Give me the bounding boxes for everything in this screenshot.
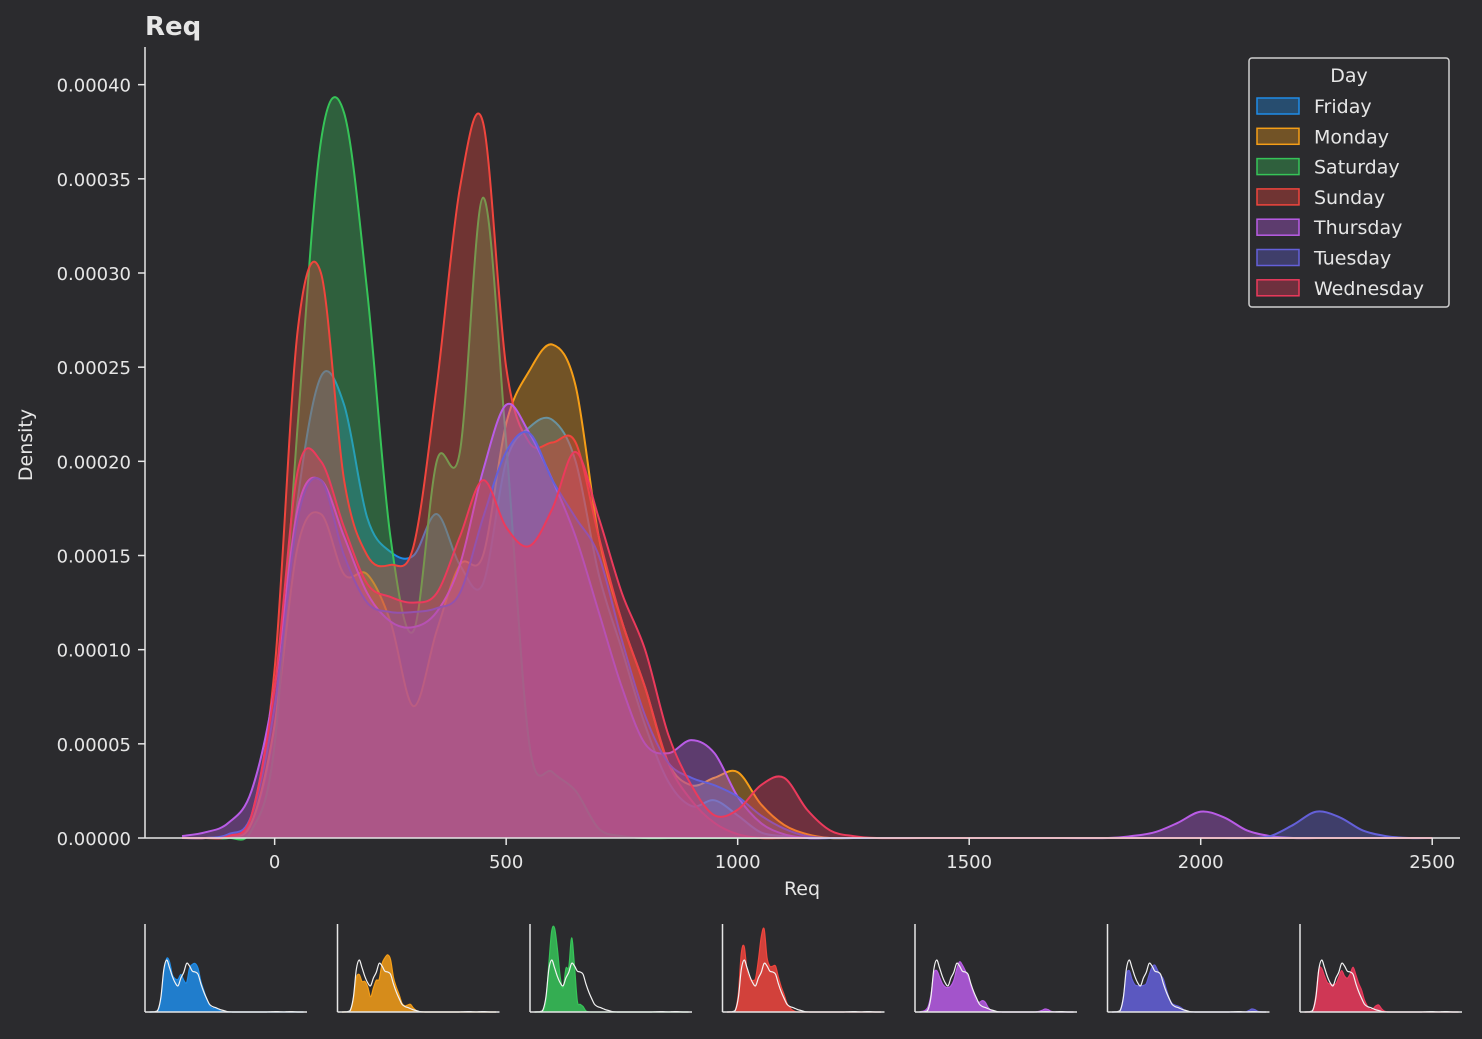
density-area-wednesday xyxy=(182,448,1433,839)
y-tick-label: 0.00000 xyxy=(57,829,131,850)
legend-label: Wednesday xyxy=(1314,278,1424,300)
density-area-tuesday xyxy=(182,431,1433,839)
legend-title: Day xyxy=(1330,65,1368,87)
mini-plot-thursday xyxy=(914,924,1077,1013)
legend: Day Friday Monday Saturday Sunday Thursday Tu… xyxy=(1248,57,1450,308)
legend-swatch xyxy=(1256,97,1300,115)
mini-area-sunday xyxy=(727,928,882,1013)
series-thursday xyxy=(181,402,1433,840)
density-area-saturday xyxy=(182,97,1433,840)
main-axes: 0 500 1000 1500 2000 2500 0.00000 0.00005 0.0001… xyxy=(57,47,1460,873)
legend-swatch xyxy=(1256,188,1300,206)
x-tick-label: 1500 xyxy=(946,852,992,873)
y-tick-label: 0.00040 xyxy=(57,76,131,97)
legend-swatch xyxy=(1256,218,1300,236)
legend-swatch xyxy=(1256,248,1300,267)
mini-plot-sunday xyxy=(721,924,885,1013)
y-tick-label: 0.00010 xyxy=(57,641,131,662)
mini-area-friday xyxy=(149,957,304,1013)
mini-area-monday xyxy=(342,954,497,1013)
legend-item-monday: Monday xyxy=(1256,126,1389,148)
legend-item-thursday: Thursday xyxy=(1256,217,1402,239)
y-axis-label: Density xyxy=(15,409,37,481)
mini-area-thursday xyxy=(919,961,1074,1013)
y-tick-label: 0.00035 xyxy=(57,170,131,191)
legend-item-tuesday: Tuesday xyxy=(1256,248,1391,270)
legend-label: Thursday xyxy=(1313,217,1402,239)
legend-label: Friday xyxy=(1314,96,1372,118)
legend-frame xyxy=(1248,57,1450,308)
legend-swatch xyxy=(1256,127,1300,146)
legend-items: Friday Monday Saturday Sunday Thursday Tuesda… xyxy=(1256,96,1424,300)
density-area-sunday xyxy=(182,113,1433,839)
mini-area-tuesday xyxy=(1112,964,1267,1013)
y-tick-label: 0.00005 xyxy=(57,735,131,756)
x-tick-label: 1000 xyxy=(715,852,761,873)
density-line-thursday xyxy=(181,402,1433,840)
mini-plot-monday xyxy=(336,924,500,1013)
x-tick-label: 500 xyxy=(489,852,523,873)
mini-area-saturday xyxy=(534,926,689,1013)
mini-area-wednesday xyxy=(1304,966,1459,1013)
legend-label: Tuesday xyxy=(1313,248,1391,270)
legend-item-friday: Friday xyxy=(1256,96,1372,118)
mini-plot-saturday xyxy=(529,924,692,1013)
legend-swatch xyxy=(1256,279,1300,297)
density-area-friday xyxy=(182,371,1433,839)
legend-item-sunday: Sunday xyxy=(1256,187,1385,209)
density-area-monday xyxy=(182,344,1433,839)
mini-plot-tuesday xyxy=(1106,924,1270,1013)
legend-label: Sunday xyxy=(1314,187,1385,209)
mini-plot-wednesday xyxy=(1299,924,1462,1013)
small-multiples-row xyxy=(144,924,1462,1013)
x-axis-label: Req xyxy=(784,878,820,900)
chart-title: Req xyxy=(145,12,201,42)
legend-label: Monday xyxy=(1314,126,1389,148)
density-area-thursday xyxy=(182,403,1433,839)
x-tick-label: 0 xyxy=(269,852,280,873)
legend-item-saturday: Saturday xyxy=(1256,157,1400,179)
x-tick-label: 2500 xyxy=(1409,852,1455,873)
legend-swatch xyxy=(1256,157,1300,176)
legend-item-wednesday: Wednesday xyxy=(1256,278,1424,300)
legend-label: Saturday xyxy=(1314,157,1400,179)
mini-plot-friday xyxy=(144,924,307,1013)
main-density-plot: 0 500 1000 1500 2000 2500 0.00000 0.00005 0.0001… xyxy=(57,47,1460,873)
y-tick-label: 0.00030 xyxy=(57,264,131,285)
y-tick-label: 0.00020 xyxy=(57,452,131,473)
y-tick-label: 0.00025 xyxy=(57,358,131,379)
density-series-layer xyxy=(181,96,1433,841)
y-tick-label: 0.00015 xyxy=(57,547,131,568)
x-tick-label: 2000 xyxy=(1178,852,1224,873)
